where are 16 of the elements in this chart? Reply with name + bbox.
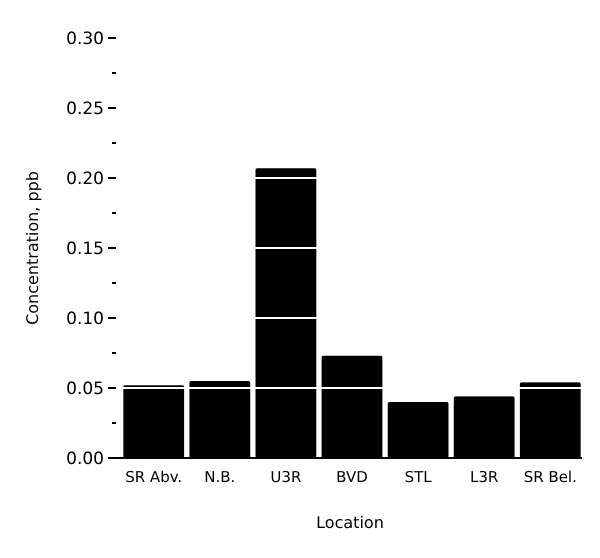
y-tick-label: 0.05 [66,378,104,399]
x-tick-label: N.B. [204,468,236,486]
y-tick-label: 0.30 [66,28,104,49]
y-tick-label: 0.25 [66,98,104,119]
x-tick-label: SR Bel. [524,468,577,486]
x-tick-label: U3R [270,468,302,486]
x-axis-title: Location [316,513,384,532]
y-tick-label: 0.10 [66,308,104,329]
y-tick-label: 0.00 [66,448,104,469]
x-tick-label: SR Abv. [125,468,182,486]
x-tick-label: BVD [336,468,368,486]
y-tick-label: 0.15 [66,238,104,259]
x-tick-label: L3R [470,468,498,486]
y-axis-title: Concentration, ppb [23,171,42,325]
y-tick-label: 0.20 [66,168,104,189]
x-tick-label: STL [404,468,432,486]
